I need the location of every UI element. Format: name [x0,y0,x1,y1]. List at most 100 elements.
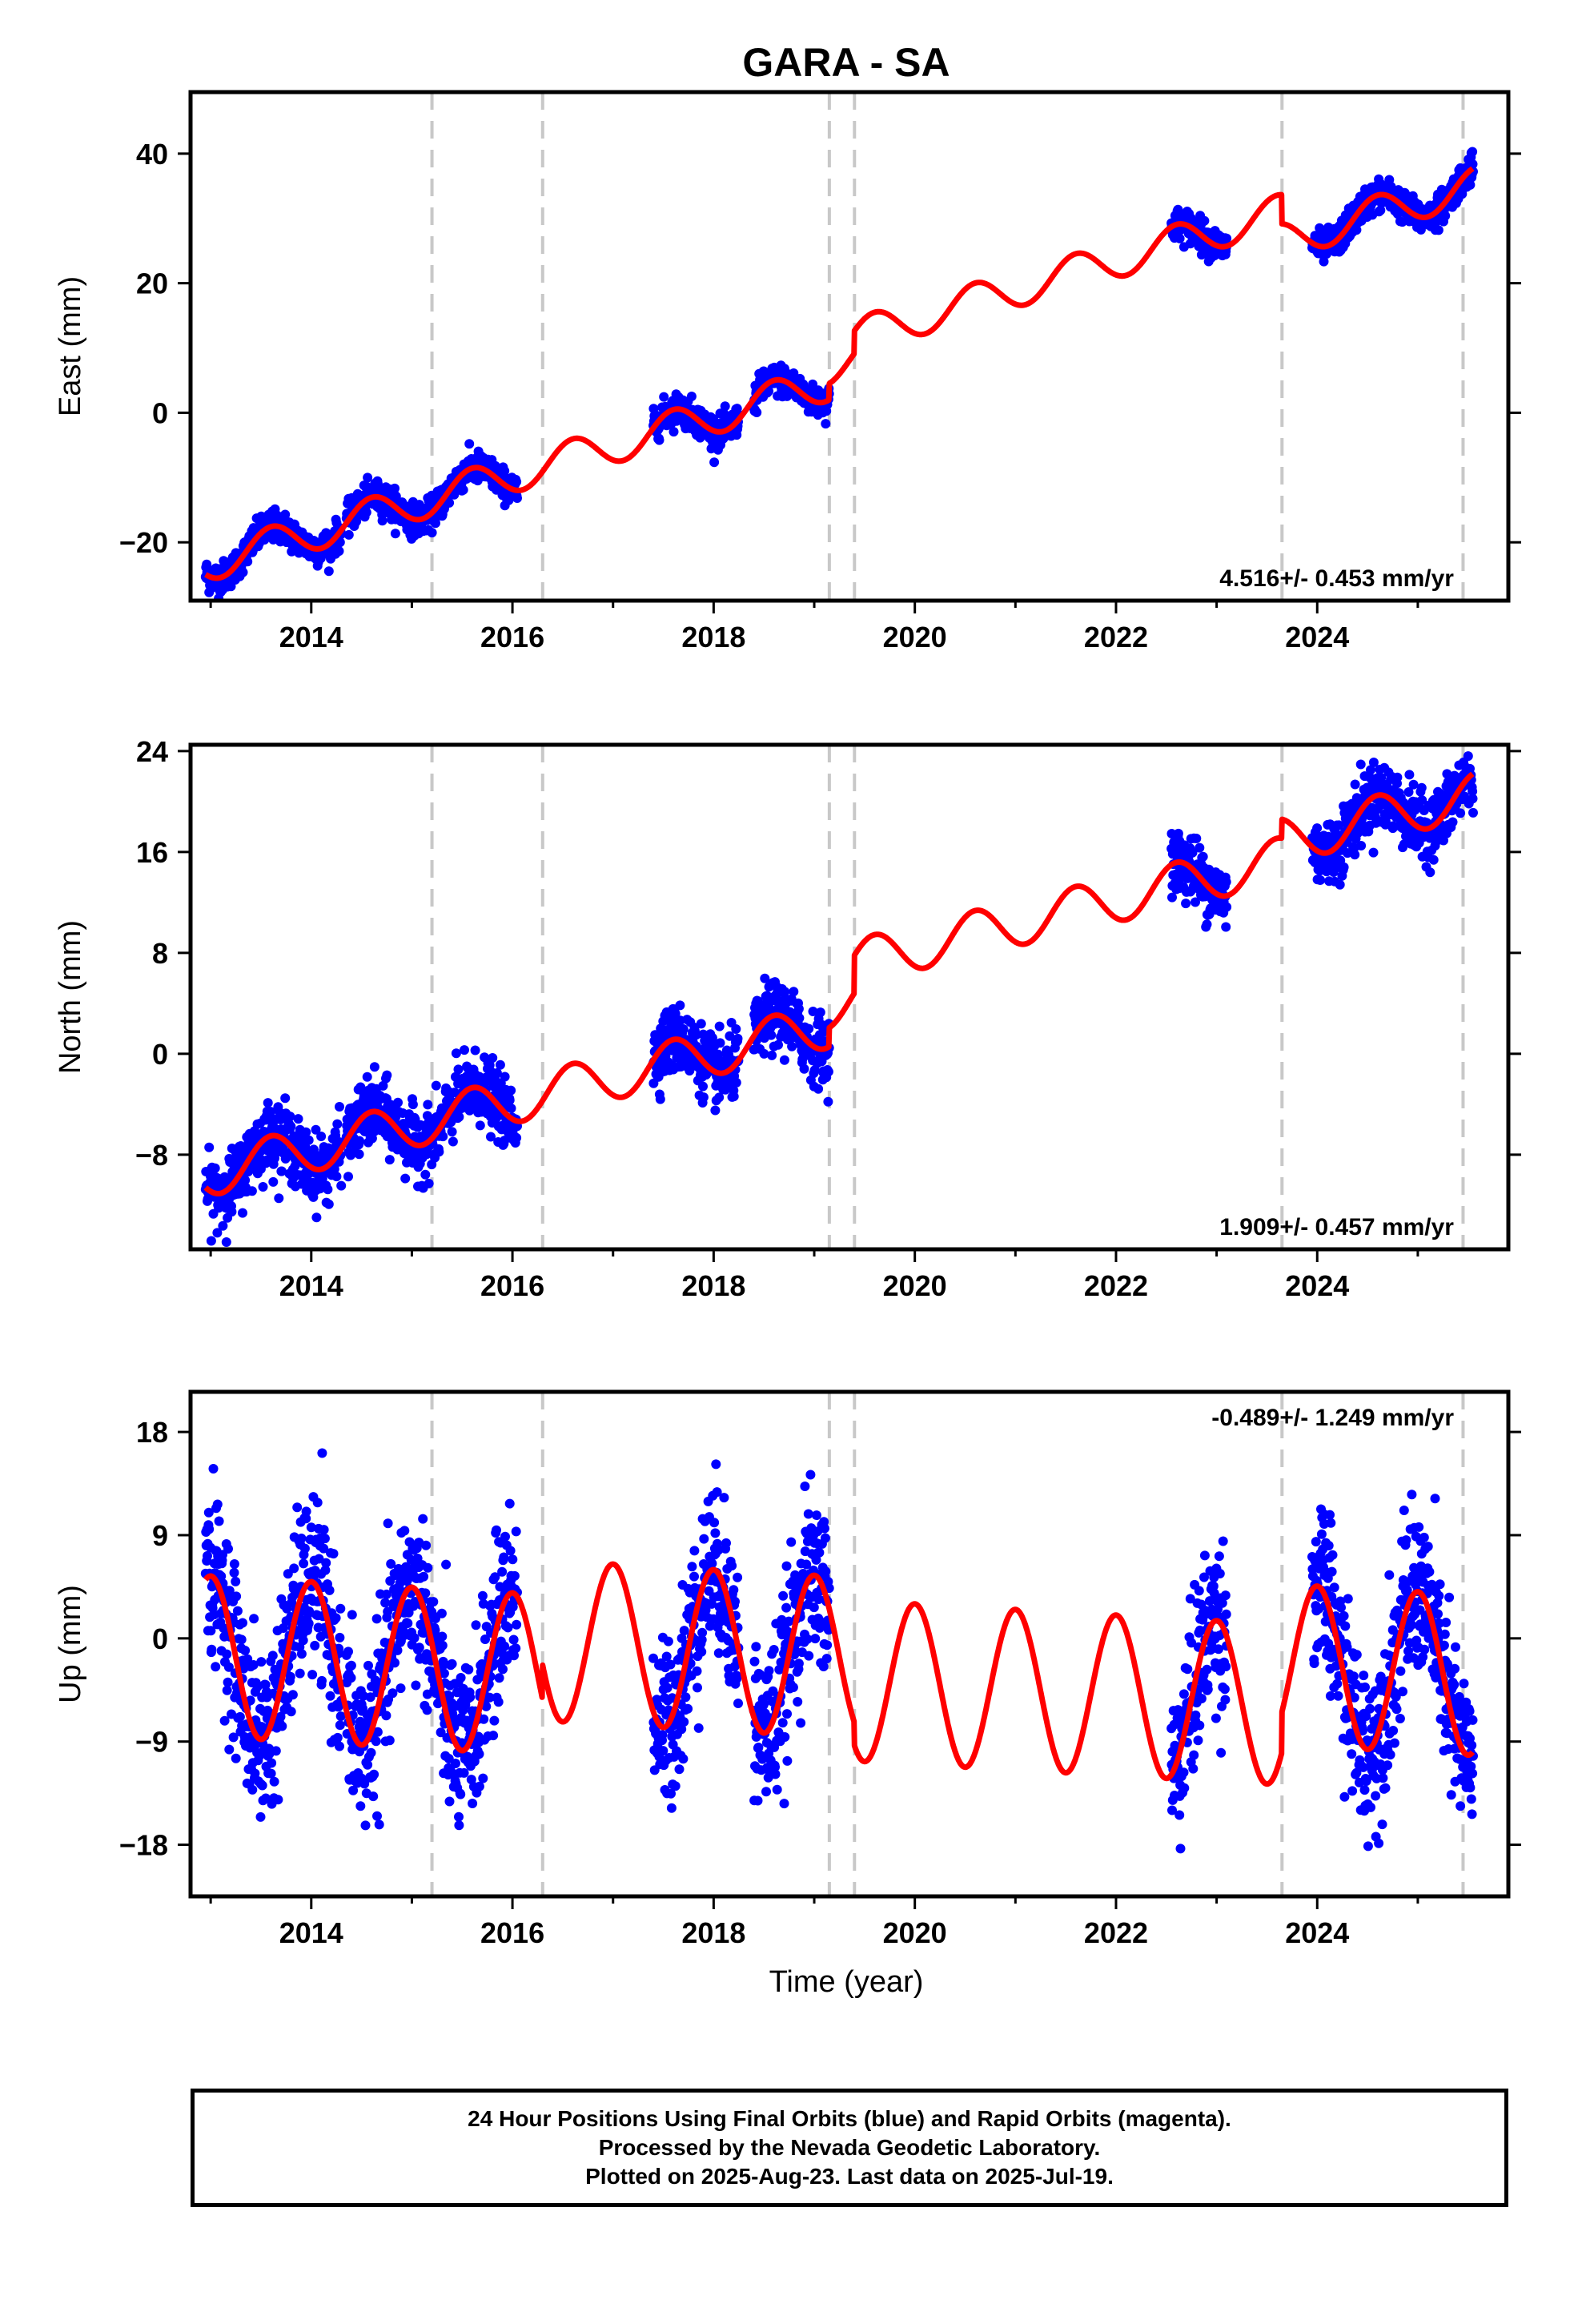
data-point [307,1670,318,1680]
data-point [504,1498,515,1509]
data-point [390,483,400,493]
data-point [231,1576,241,1586]
data-point [325,1691,335,1701]
data-point [285,1112,295,1122]
data-point [203,1550,212,1561]
data-point [384,1735,395,1746]
data-point [222,1649,232,1659]
data-point [267,1651,278,1661]
data-point [285,1671,295,1682]
data-point [249,1614,259,1624]
data-point [669,427,679,437]
data-point [293,1114,303,1124]
data-point [310,1640,320,1651]
data-point [821,419,831,429]
data-point [1350,850,1360,860]
data-point [471,1620,481,1630]
data-point [500,1072,510,1082]
data-point [692,1666,702,1676]
x-tick-label: 2018 [681,621,745,653]
data-point [678,1024,689,1034]
data-point [493,1697,504,1707]
data-point [1425,867,1435,878]
data-point [475,1120,485,1131]
data-point [459,1767,469,1778]
x-tick-label: 2024 [1285,1269,1349,1302]
data-point [498,1664,508,1675]
data-point [331,1172,342,1182]
data-point [1195,842,1205,853]
rate-annotation: 1.909+/- 0.457 mm/yr [1219,1214,1454,1240]
data-point [505,1546,516,1556]
data-point [494,1673,504,1683]
data-point [421,1540,432,1550]
data-point [456,1673,466,1683]
data-point [400,1526,410,1536]
data-point [506,1104,516,1113]
data-point [332,1119,343,1129]
data-point [1222,902,1232,912]
data-point [504,1095,515,1105]
data-point [787,1041,797,1051]
data-point [363,472,373,483]
data-point [287,1690,298,1700]
data-point [381,1711,391,1721]
data-point [267,1758,277,1768]
y-tick-label: −8 [135,1139,168,1172]
data-point [346,1660,356,1671]
data-point [317,1675,327,1686]
data-point [369,1769,379,1779]
data-point [374,1819,384,1830]
data-point [488,1053,498,1063]
data-point [731,1024,741,1034]
data-point [324,1585,335,1595]
data-point [257,1780,267,1791]
data-point [715,1038,725,1048]
data-point [296,1534,307,1543]
y-axis-label: East (mm) [54,276,87,416]
data-point [1221,922,1231,932]
x-tick-label: 2014 [279,621,343,653]
data-point [1355,759,1366,770]
data-point [232,1606,243,1616]
data-point [360,1820,371,1831]
data-point [1222,233,1232,243]
data-point [206,1236,216,1246]
data-point [280,1093,291,1104]
y-tick-label: 8 [152,937,168,970]
data-point [752,408,762,417]
data-point [363,1660,373,1671]
plot-area [200,92,1478,601]
x-tick-label: 2018 [681,1269,745,1302]
data-point [698,1092,709,1103]
data-point [420,1169,431,1180]
data-point [431,518,440,529]
data-point [427,528,437,538]
data-point [316,1132,327,1141]
data-point [355,1136,364,1146]
figure-title: GARA - SA [742,40,950,85]
data-point [328,1549,339,1559]
data-point [789,987,799,997]
data-point [1312,823,1323,834]
data-point [240,1646,251,1655]
data-point [238,567,248,577]
data-point [371,1736,381,1747]
plot-area [200,1392,1478,1896]
data-point [335,1720,345,1731]
data-point [687,1562,697,1572]
y-tick-label: −20 [119,526,168,559]
data-point [813,1084,824,1094]
data-point [223,1544,233,1554]
data-point [280,509,291,520]
data-point [447,1127,457,1137]
data-point [214,1516,224,1526]
data-point [454,1811,464,1822]
data-point [400,1173,411,1184]
data-point [710,1105,721,1116]
data-point [229,1559,239,1569]
x-tick-label: 2020 [883,621,947,653]
data-point [372,1811,382,1821]
data-point [441,1559,452,1570]
